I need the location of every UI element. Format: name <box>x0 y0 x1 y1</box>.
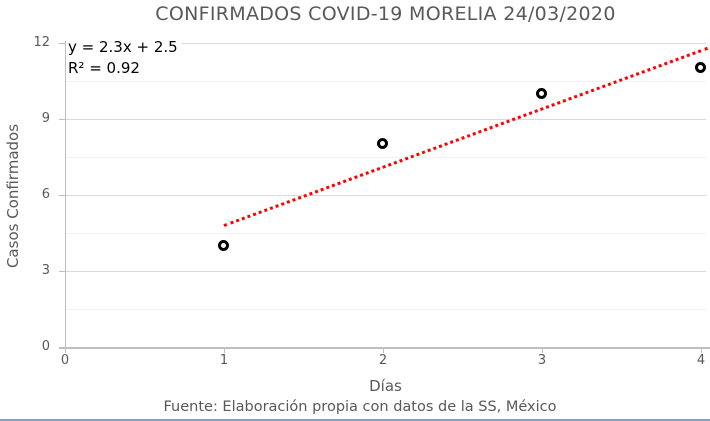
y-axis-tick <box>59 271 65 272</box>
y-major-gridline <box>65 271 706 272</box>
y-tick-label: 0 <box>41 339 50 354</box>
x-tick-label: 3 <box>537 353 547 368</box>
y-axis-tick <box>59 43 65 44</box>
y-axis-line <box>65 41 66 351</box>
data-point-marker <box>218 239 229 251</box>
x-tick-label: 2 <box>378 353 388 368</box>
trendline <box>223 46 708 227</box>
y-axis-title: Casos Confirmados <box>4 123 22 269</box>
y-major-gridline <box>65 195 706 196</box>
y-major-gridline <box>65 119 706 120</box>
x-axis-tick <box>701 347 702 353</box>
chart-title: CONFIRMADOS COVID-19 MORELIA 24/03/2020 <box>155 3 616 25</box>
trendline-equation-box: y = 2.3x + 2.5 R² = 0.92 <box>66 36 182 81</box>
data-point-marker <box>377 138 388 150</box>
y-axis-tick <box>59 347 65 348</box>
y-minor-gridline <box>65 309 706 310</box>
x-tick-label: 4 <box>696 353 706 368</box>
x-axis-tick <box>383 347 384 353</box>
trendline-equation-label: y = 2.3x + 2.5 <box>68 38 178 56</box>
x-axis-tick <box>542 347 543 353</box>
y-minor-gridline <box>65 81 706 82</box>
x-axis-tick <box>65 347 66 353</box>
source-caption: Fuente: Elaboración propia con datos de … <box>163 399 557 415</box>
data-point-marker <box>536 87 547 99</box>
y-tick-label: 9 <box>41 111 50 126</box>
x-axis-tick <box>224 347 225 353</box>
window-bottom-border <box>0 419 710 421</box>
x-tick-label: 0 <box>60 353 70 368</box>
data-point-marker <box>695 62 706 74</box>
x-axis-title: Días <box>369 377 402 395</box>
x-axis-line <box>59 347 710 349</box>
y-axis-tick <box>59 195 65 196</box>
y-minor-gridline <box>65 233 706 234</box>
x-tick-label: 1 <box>219 353 229 368</box>
y-axis-tick <box>59 119 65 120</box>
y-tick-label: 12 <box>33 35 50 50</box>
y-tick-label: 3 <box>41 263 50 278</box>
y-major-gridline <box>65 43 706 44</box>
y-minor-gridline <box>65 157 706 158</box>
trendline-r2-label: R² = 0.92 <box>68 59 140 77</box>
y-tick-label: 6 <box>41 187 50 202</box>
